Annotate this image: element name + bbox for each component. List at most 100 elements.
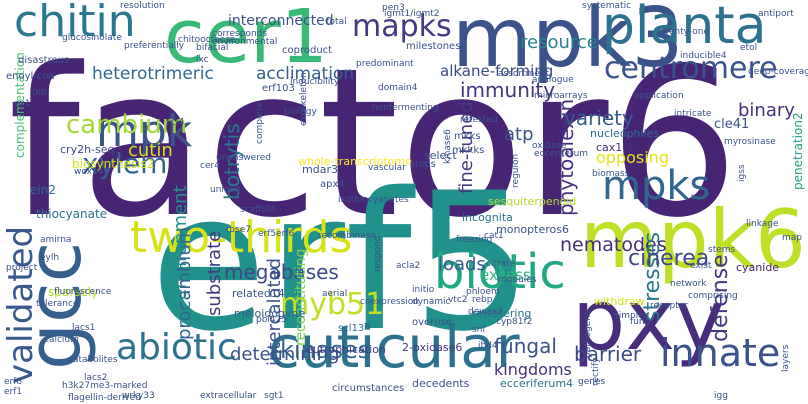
cloud-word: erf5erf6	[258, 229, 295, 239]
cloud-word: resource	[520, 32, 598, 53]
cloud-word: map	[782, 233, 802, 243]
cloud-word: planta	[602, 0, 767, 56]
cloud-word: binary	[738, 100, 795, 121]
cloud-word: excess	[480, 266, 531, 284]
cloud-word: rebp	[472, 295, 493, 305]
cloud-word: apx4	[320, 179, 345, 190]
cloud-word: centromere	[604, 51, 778, 86]
cloud-word: etol	[740, 43, 758, 53]
cloud-word: cutin	[128, 140, 173, 161]
cloud-word: incognita	[462, 211, 513, 224]
cloud-word: cax1-3	[596, 141, 634, 154]
cloud-word: amirna	[40, 235, 72, 245]
cloud-word: ex1	[14, 99, 31, 109]
cloud-word: enoyl-coa	[6, 71, 55, 82]
cloud-word: environmental	[212, 37, 278, 47]
cloud-word: dynamic	[412, 297, 451, 307]
cloud-word: assortment	[498, 69, 550, 79]
cloud-word: linkage	[746, 219, 779, 229]
cloud-word: meloidogyne	[234, 307, 306, 320]
cloud-word: igss	[737, 164, 747, 182]
cloud-word: ibd4	[478, 341, 498, 351]
cloud-word: thiocyanate	[36, 207, 108, 221]
cloud-word: glucosinolate	[62, 33, 122, 43]
cloud-word: erf1	[4, 387, 23, 397]
cloud-word: rose7	[226, 225, 251, 235]
cloud-word: cinerea	[628, 246, 710, 271]
cloud-word: igmt1/igmt2	[384, 9, 440, 19]
cloud-word: eylh	[40, 253, 60, 263]
cloud-word: h3k27me3-marked	[62, 381, 148, 391]
cloud-word: wox14	[74, 167, 104, 177]
cloud-word: 2-oxidase6	[402, 341, 463, 354]
cloud-word: chitooctaose	[178, 35, 236, 45]
cloud-word: systematic	[582, 1, 632, 11]
cloud-word: decedents	[412, 377, 470, 390]
cloud-word: pbi425	[256, 315, 288, 325]
cloud-word: modules	[498, 275, 537, 285]
cloud-word: factor6	[8, 25, 740, 263]
cloud-word: preferentially	[124, 41, 185, 51]
cloud-word: ein2	[30, 183, 56, 197]
cloud-word: procambium	[174, 226, 195, 340]
cloud-word: corresponds	[212, 29, 268, 39]
cloud-word: intricate	[674, 109, 712, 119]
cloud-word: tolerance	[36, 299, 79, 309]
cloud-word: recombinase	[318, 231, 376, 241]
cloud-word: flagellin-derived	[68, 393, 141, 403]
cloud-word: snf	[472, 325, 486, 335]
cloud-word: determining	[230, 344, 340, 365]
cloud-word: lacs1	[72, 323, 96, 333]
cloud-word: inducible4	[680, 51, 727, 61]
cloud-word: validated	[1, 225, 41, 384]
cloud-word: disastrous	[18, 55, 70, 66]
cloud-word: mpks	[602, 163, 711, 209]
cloud-word: deep-coverage	[748, 67, 808, 77]
cloud-word: rectify	[591, 357, 601, 386]
cloud-word: unique	[210, 185, 241, 195]
cloud-word: mapks	[352, 9, 452, 44]
cloud-word: regulon	[511, 153, 521, 188]
cloud-word: interconnected	[228, 13, 334, 29]
cloud-word: fungal	[494, 334, 557, 358]
cloud-word: xylem	[82, 147, 168, 180]
cloud-word: citrate	[486, 259, 516, 269]
cloud-word: receptor	[650, 301, 688, 311]
cloud-word: nonfermenting	[372, 103, 439, 113]
cloud-word: ixb	[32, 87, 48, 98]
cloud-word: exist	[690, 261, 712, 271]
cloud-word: sparsely	[48, 285, 99, 299]
cloud-word: vascular	[368, 163, 406, 173]
cloud-word: megabases	[224, 260, 339, 284]
cloud-word: mpk	[96, 106, 193, 157]
cloud-word: sgt1	[264, 391, 284, 401]
cloud-word: predominant	[356, 59, 414, 69]
cloud-word: kingdoms	[494, 360, 572, 379]
cloud-word: abiotic	[116, 327, 237, 368]
cloud-word: acla2	[396, 261, 421, 271]
cloud-word: loads	[438, 254, 486, 275]
cloud-word: cer1	[164, 0, 328, 80]
cloud-word: ecceriferum	[534, 149, 589, 159]
cloud-word: complete	[255, 101, 265, 144]
cloud-word: cambium	[66, 110, 188, 140]
cloud-word: cyanide	[736, 261, 780, 274]
cloud-word: pathogens	[583, 310, 593, 358]
cloud-word: scaffold	[240, 205, 276, 215]
cloud-word: network	[670, 279, 707, 289]
cloud-word: innate	[660, 331, 781, 375]
cloud-word: monopteros6	[496, 223, 569, 236]
cloud-word: erf8	[4, 377, 23, 387]
cloud-word: withdraw	[594, 295, 645, 308]
cloud-word: inducibility	[290, 77, 340, 87]
cloud-word: mpk6	[580, 193, 806, 286]
cloud-word: layers	[781, 344, 791, 372]
cloud-word: overuse	[412, 317, 452, 328]
cloud-word: variety	[564, 106, 634, 130]
cloud-word: opposing	[596, 148, 669, 167]
cloud-word: microarrays	[534, 91, 588, 101]
cloud-word: myrosinase	[724, 137, 776, 147]
cloud-word: kinase6	[443, 129, 453, 164]
cloud-word: comprising	[688, 291, 738, 301]
